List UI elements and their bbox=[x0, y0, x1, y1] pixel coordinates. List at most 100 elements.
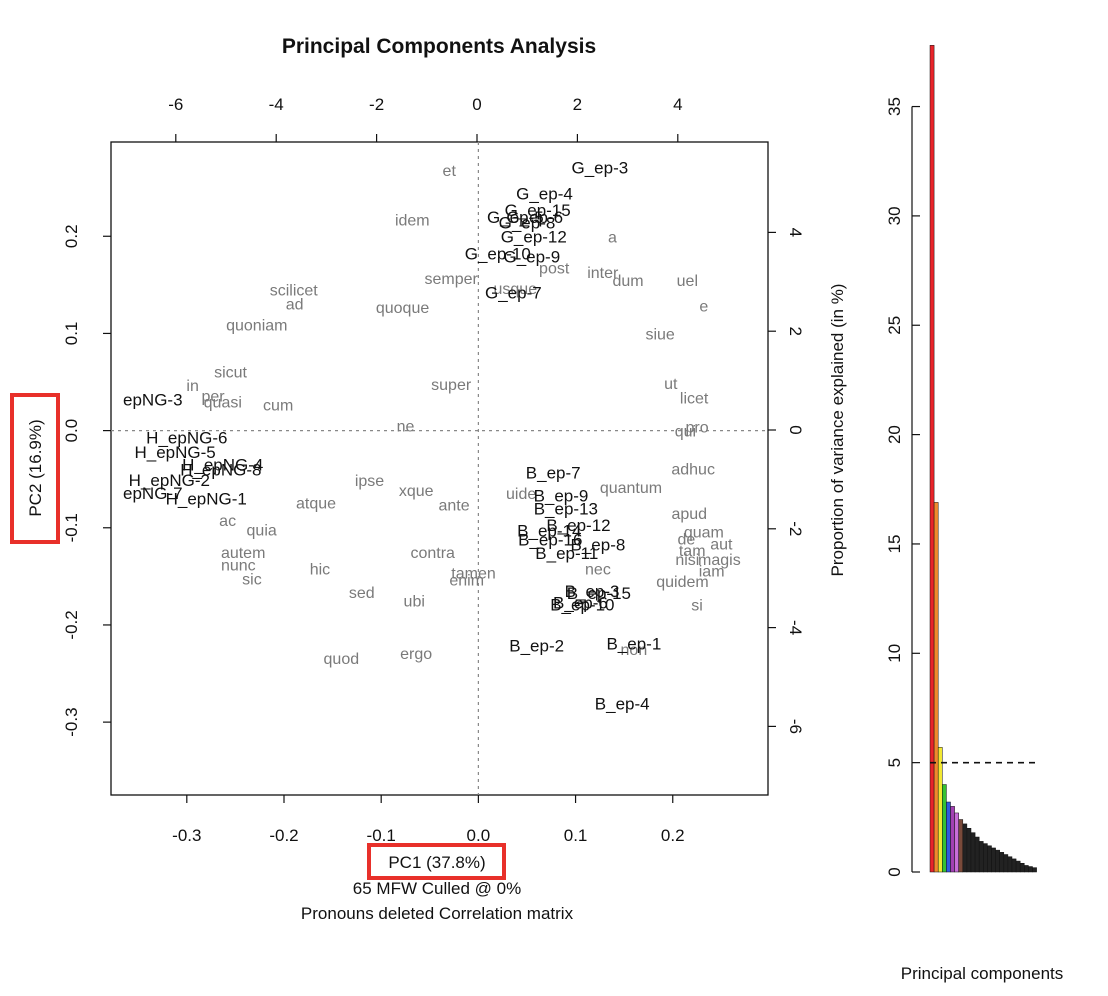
sample-label-G_ep-10: G_ep-10 bbox=[465, 245, 531, 264]
word-label-non: non bbox=[621, 642, 648, 659]
word-label-sicut: sicut bbox=[214, 364, 247, 381]
scree-bar bbox=[995, 849, 1000, 873]
word-label-hic: hic bbox=[310, 562, 330, 579]
scree-tick-label: 25 bbox=[885, 316, 904, 335]
scree-bar bbox=[950, 806, 955, 873]
x-tick-label: -0.2 bbox=[269, 826, 298, 845]
right-tick-label: -6 bbox=[786, 719, 805, 734]
y-tick-label: 0.0 bbox=[62, 419, 81, 443]
word-label-ut: ut bbox=[664, 376, 678, 393]
scree-bar bbox=[1032, 867, 1037, 873]
sample-label-B_ep-11: B_ep-11 bbox=[535, 544, 598, 563]
scree-bar bbox=[929, 45, 935, 873]
top-tick-label: -4 bbox=[269, 95, 284, 114]
sample-label-epNG-3: epNG-3 bbox=[123, 391, 183, 410]
word-label-per: per bbox=[201, 389, 225, 406]
word-label-usque: usque bbox=[494, 281, 538, 298]
top-axis-ticks: -6 -4 -2 0 2 4 bbox=[168, 95, 683, 142]
scree-bar bbox=[987, 845, 992, 873]
sample-label-G_ep-3: G_ep-3 bbox=[572, 158, 629, 177]
word-label-siue: siue bbox=[645, 326, 674, 343]
word-label-quantum: quantum bbox=[600, 480, 662, 497]
y-tick-label: 0.1 bbox=[62, 322, 81, 346]
scree-bar bbox=[937, 747, 943, 873]
top-tick-label: 4 bbox=[673, 95, 682, 114]
sample-label-B_ep-6: B_ep-6 bbox=[553, 594, 608, 613]
word-label-quod: quod bbox=[324, 651, 360, 668]
word-label-quam: quam bbox=[684, 525, 724, 542]
x-tick-label: -0.1 bbox=[367, 826, 396, 845]
scree-tick-label: 0 bbox=[885, 867, 904, 876]
word-label-uide: uide bbox=[506, 486, 536, 503]
sample-label-H_epNG-6: H_epNG-6 bbox=[146, 428, 227, 447]
word-label-ac: ac bbox=[219, 513, 236, 530]
scree-x-axis-label: Principal components bbox=[901, 964, 1064, 983]
scree-bar bbox=[974, 836, 980, 873]
y-tick-label: -0.1 bbox=[62, 513, 81, 542]
scree-bar bbox=[966, 828, 972, 873]
sample-label-B_ep-12: B_ep-12 bbox=[546, 516, 610, 535]
sample-label-epNG-7: epNG-7 bbox=[123, 484, 183, 503]
word-label-et: et bbox=[443, 163, 457, 180]
x-axis-ticks: -0.3 -0.2 -0.1 0.0 0.1 0.2 bbox=[172, 795, 685, 845]
scree-bar bbox=[1028, 866, 1033, 873]
word-label-sed: sed bbox=[349, 585, 375, 602]
sample-labels: G_ep-3G_ep-4G_ep-15G_ep-6G_ep-5G_ep-8G_e… bbox=[123, 158, 661, 713]
y-axis-label-highlight bbox=[10, 393, 60, 544]
x-tick-label: 0.1 bbox=[564, 826, 588, 845]
word-label-semper: semper bbox=[424, 271, 478, 288]
sample-label-H_epNG-2: H_epNG-2 bbox=[129, 471, 210, 490]
scree-bar bbox=[1011, 858, 1017, 873]
y-axis-ticks: -0.3 -0.2 -0.1 0.0 0.1 0.2 bbox=[62, 224, 111, 737]
scree-bar bbox=[1003, 854, 1009, 873]
word-label-iam: iam bbox=[699, 564, 725, 581]
reference-lines bbox=[111, 142, 768, 795]
sample-label-B_ep-14: B_ep-14 bbox=[517, 522, 581, 541]
word-label-enim: enim bbox=[449, 572, 484, 589]
word-label-ante: ante bbox=[439, 497, 470, 514]
scree-tick-label: 30 bbox=[885, 206, 904, 225]
word-label-ad: ad bbox=[286, 296, 304, 313]
scree-bar bbox=[958, 819, 964, 873]
word-label-tam: tam bbox=[679, 543, 706, 560]
sample-label-G_ep-7: G_ep-7 bbox=[485, 284, 542, 303]
word-label-contra: contra bbox=[410, 545, 455, 562]
word-label-quoniam: quoniam bbox=[226, 318, 287, 335]
word-label-quasi: quasi bbox=[204, 394, 242, 411]
word-label-quoque: quoque bbox=[376, 300, 429, 317]
x-tick-label: 0.0 bbox=[467, 826, 491, 845]
subtitle-line-2: Pronouns deleted Correlation matrix bbox=[301, 904, 574, 923]
scree-bar bbox=[962, 823, 968, 873]
word-label-si: si bbox=[691, 598, 703, 615]
word-label-nec: nec bbox=[585, 562, 611, 579]
word-label-licet: licet bbox=[680, 391, 709, 408]
scree-bar bbox=[1019, 863, 1025, 873]
word-label-quia: quia bbox=[247, 523, 277, 540]
scree-bar bbox=[933, 502, 939, 873]
word-label-uel: uel bbox=[677, 273, 698, 290]
scree-tick-label: 20 bbox=[885, 425, 904, 444]
scree-bar bbox=[970, 832, 976, 873]
word-label-autem: autem bbox=[221, 545, 265, 562]
scree-bars bbox=[929, 45, 1037, 873]
sample-label-G_ep-12: G_ep-12 bbox=[501, 227, 567, 246]
scree-bar bbox=[1024, 865, 1029, 873]
sample-label-B_ep-8: B_ep-8 bbox=[571, 535, 626, 554]
scree-bar bbox=[1015, 860, 1021, 873]
word-label-nunc: nunc bbox=[221, 558, 256, 575]
word-label-e: e bbox=[699, 298, 708, 315]
word-label-atque: atque bbox=[296, 496, 336, 513]
top-tick-label: 0 bbox=[472, 95, 481, 114]
word-label-sic: sic bbox=[242, 571, 262, 588]
sample-label-G_ep-8: G_ep-8 bbox=[499, 214, 556, 233]
sample-label-B_ep-9: B_ep-9 bbox=[534, 487, 589, 506]
sample-label-H_epNG-4: H_epNG-4 bbox=[182, 456, 263, 475]
word-label-pro: pro bbox=[685, 420, 708, 437]
word-label-tamen: tamen bbox=[451, 565, 495, 582]
scree-bar bbox=[954, 812, 959, 873]
scree-bar bbox=[999, 852, 1005, 873]
sample-label-G_ep-6: G_ep-6 bbox=[506, 208, 563, 227]
word-label-ergo: ergo bbox=[400, 646, 432, 663]
scree-bar bbox=[983, 843, 988, 873]
